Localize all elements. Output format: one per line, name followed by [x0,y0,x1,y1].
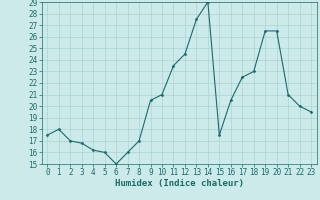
X-axis label: Humidex (Indice chaleur): Humidex (Indice chaleur) [115,179,244,188]
